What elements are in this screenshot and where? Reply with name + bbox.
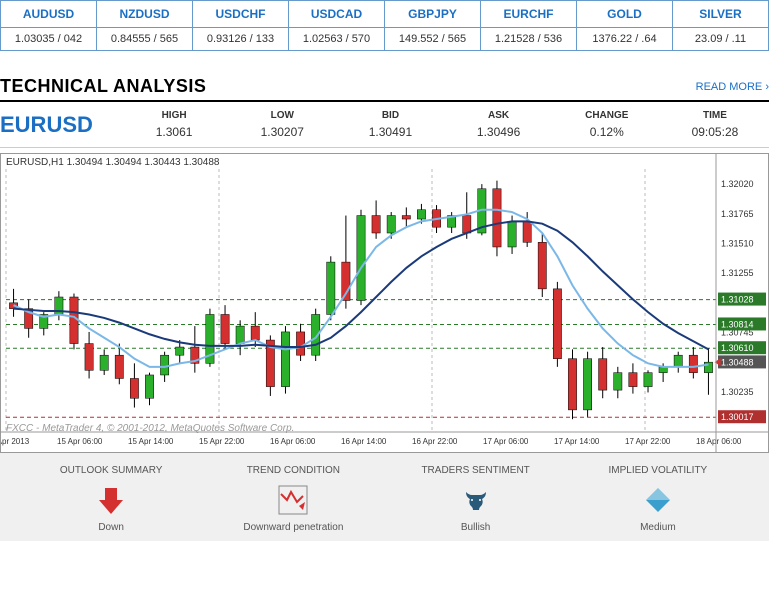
svg-text:1.30235: 1.30235	[721, 387, 754, 397]
stat-value: 1.3061	[120, 125, 228, 139]
currency-quote: 0.84555 / 565	[97, 28, 192, 50]
stat-value: 0.12%	[553, 125, 661, 139]
stat-value: 1.30491	[336, 125, 444, 139]
svg-text:1.30488: 1.30488	[721, 357, 754, 367]
stat-column: TIME 09:05:28	[661, 110, 769, 139]
stat-column: LOW 1.30207	[228, 110, 336, 139]
stat-label: LOW	[228, 110, 336, 121]
currency-cell[interactable]: GBPJPY149.552 / 565	[385, 1, 481, 50]
indicator-title: OUTLOOK SUMMARY	[20, 465, 202, 476]
stat-column: ASK 1.30496	[445, 110, 553, 139]
svg-text:16 Apr 06:00: 16 Apr 06:00	[270, 437, 316, 446]
svg-text:1.30814: 1.30814	[721, 319, 754, 329]
indicator-column: IMPLIED VOLATILITY Medium	[567, 465, 749, 533]
chart-canvas: 1.320201.317651.315101.312551.307451.302…	[1, 154, 768, 452]
trend-down-icon	[277, 484, 309, 516]
arrow-down-icon	[95, 484, 127, 516]
currency-cell[interactable]: USDCHF0.93126 / 133	[193, 1, 289, 50]
currency-symbol: SILVER	[673, 1, 768, 28]
stat-column: BID 1.30491	[336, 110, 444, 139]
svg-text:1.30610: 1.30610	[721, 343, 754, 353]
currency-cell[interactable]: NZDUSD0.84555 / 565	[97, 1, 193, 50]
svg-text:1.31510: 1.31510	[721, 238, 754, 248]
stat-label: TIME	[661, 110, 769, 121]
currency-symbol: GOLD	[577, 1, 672, 28]
diamond-icon	[642, 484, 674, 516]
stat-value: 1.30496	[445, 125, 553, 139]
section-title: TECHNICAL ANALYSIS	[0, 76, 206, 97]
stat-column: HIGH 1.3061	[120, 110, 228, 139]
stat-label: CHANGE	[553, 110, 661, 121]
currency-symbol: EURCHF	[481, 1, 576, 28]
svg-text:1.31028: 1.31028	[721, 295, 754, 305]
svg-text:15 Apr 14:00: 15 Apr 14:00	[128, 437, 174, 446]
svg-text:18 Apr 06:00: 18 Apr 06:00	[696, 437, 742, 446]
svg-text:16 Apr 14:00: 16 Apr 14:00	[341, 437, 387, 446]
currency-cell[interactable]: USDCAD1.02563 / 570	[289, 1, 385, 50]
currency-symbol: USDCAD	[289, 1, 384, 28]
pair-stats-row: EURUSD HIGH 1.3061LOW 1.30207BID 1.30491ASK…	[0, 102, 769, 148]
indicator-label: Medium	[567, 522, 749, 533]
currency-quote: 1.21528 / 536	[481, 28, 576, 50]
svg-text:1.31765: 1.31765	[721, 209, 754, 219]
indicator-title: IMPLIED VOLATILITY	[567, 465, 749, 476]
currency-cell[interactable]: GOLD1376.22 / .64	[577, 1, 673, 50]
indicator-label: Downward penetration	[202, 522, 384, 533]
svg-text:12 Apr 2013: 12 Apr 2013	[1, 437, 30, 446]
indicators-row: OUTLOOK SUMMARY Down TREND CONDITION Downwa…	[0, 453, 769, 541]
currency-quote: 149.552 / 565	[385, 28, 480, 50]
stat-label: ASK	[445, 110, 553, 121]
currency-symbol: NZDUSD	[97, 1, 192, 28]
currency-cell[interactable]: EURCHF1.21528 / 536	[481, 1, 577, 50]
price-chart[interactable]: EURUSD,H1 1.30494 1.30494 1.30443 1.3048…	[0, 153, 769, 453]
svg-text:17 Apr 06:00: 17 Apr 06:00	[483, 437, 529, 446]
indicator-title: TREND CONDITION	[202, 465, 384, 476]
pair-symbol: EURUSD	[0, 112, 120, 138]
currency-pairs-table: AUDUSD1.03035 / 042NZDUSD0.84555 / 565US…	[0, 0, 769, 51]
indicator-title: TRADERS SENTIMENT	[385, 465, 567, 476]
currency-quote: 0.93126 / 133	[193, 28, 288, 50]
currency-quote: 1.02563 / 570	[289, 28, 384, 50]
svg-text:15 Apr 06:00: 15 Apr 06:00	[57, 437, 103, 446]
indicator-label: Down	[20, 522, 202, 533]
svg-text:1.30017: 1.30017	[721, 412, 754, 422]
stat-label: HIGH	[120, 110, 228, 121]
svg-text:15 Apr 22:00: 15 Apr 22:00	[199, 437, 245, 446]
currency-symbol: USDCHF	[193, 1, 288, 28]
stat-column: CHANGE 0.12%	[553, 110, 661, 139]
chart-ohlc-title: EURUSD,H1 1.30494 1.30494 1.30443 1.3048…	[6, 157, 220, 168]
svg-text:1.31255: 1.31255	[721, 268, 754, 278]
bull-icon	[460, 484, 492, 516]
svg-text:16 Apr 22:00: 16 Apr 22:00	[412, 437, 458, 446]
currency-quote: 1.03035 / 042	[1, 28, 96, 50]
currency-cell[interactable]: SILVER23.09 / .11	[673, 1, 769, 50]
stat-value: 1.30207	[228, 125, 336, 139]
currency-cell[interactable]: AUDUSD1.03035 / 042	[1, 1, 97, 50]
currency-quote: 1376.22 / .64	[577, 28, 672, 50]
indicator-label: Bullish	[385, 522, 567, 533]
indicator-column: TRADERS SENTIMENT Bullish	[385, 465, 567, 533]
svg-text:1.32020: 1.32020	[721, 179, 754, 189]
currency-symbol: AUDUSD	[1, 1, 96, 28]
chart-watermark: FXCC - MetaTrader 4, © 2001-2012, MetaQu…	[6, 423, 294, 434]
stat-value: 09:05:28	[661, 125, 769, 139]
indicator-column: TREND CONDITION Downward penetration	[202, 465, 384, 533]
svg-text:17 Apr 22:00: 17 Apr 22:00	[625, 437, 671, 446]
currency-symbol: GBPJPY	[385, 1, 480, 28]
svg-text:17 Apr 14:00: 17 Apr 14:00	[554, 437, 600, 446]
stat-label: BID	[336, 110, 444, 121]
indicator-column: OUTLOOK SUMMARY Down	[20, 465, 202, 533]
read-more-link[interactable]: READ MORE ›	[696, 81, 769, 93]
section-header: TECHNICAL ANALYSIS READ MORE ›	[0, 76, 769, 102]
currency-quote: 23.09 / .11	[673, 28, 768, 50]
